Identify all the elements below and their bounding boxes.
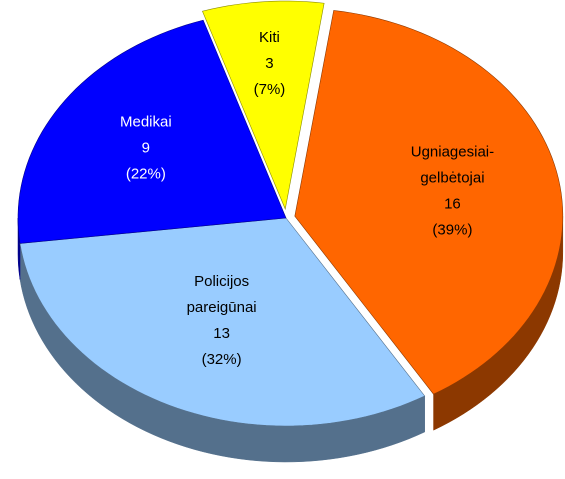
- slice-label: Kiti: [259, 29, 280, 46]
- slice: [17, 19, 287, 244]
- slice-label: Policijos pareigūnai: [187, 273, 257, 316]
- slice: [294, 10, 564, 395]
- slice-value: 13: [213, 325, 230, 342]
- label-line: Kiti: [259, 29, 280, 46]
- slice-value: 9: [142, 140, 150, 157]
- label-line: pareigūnai: [187, 299, 257, 316]
- label-line: gelbėtojai: [420, 169, 484, 186]
- slice-value: 16: [444, 195, 461, 212]
- slice-label: Ugniagesiai-gelbėtojai: [411, 143, 494, 186]
- label-line: Ugniagesiai-: [411, 143, 494, 160]
- slice-label: Medikai: [120, 114, 172, 131]
- label-line: Policijos: [194, 273, 249, 290]
- label-line: Medikai: [120, 114, 172, 131]
- slice-value: 3: [265, 55, 273, 72]
- slice-percent: (32%): [202, 351, 242, 368]
- slice-percent: (7%): [254, 81, 286, 98]
- slice-percent: (39%): [432, 221, 472, 238]
- slice: [19, 217, 426, 427]
- slice: [202, 0, 325, 211]
- slice-percent: (22%): [126, 166, 166, 183]
